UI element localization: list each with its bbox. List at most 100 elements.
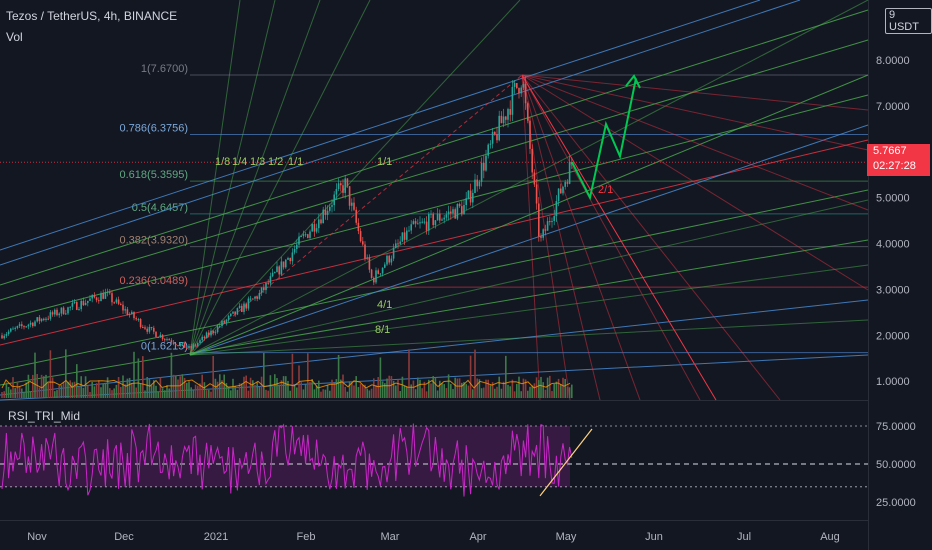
gann-fan-line-red [521, 74, 781, 401]
volume-bar [263, 352, 265, 398]
candle-body [430, 213, 432, 215]
volume-bar [113, 388, 115, 398]
gann-fan-line [189, 0, 371, 356]
volume-bar [12, 377, 14, 398]
volume-bar [386, 378, 388, 398]
rsi-indicator-label[interactable]: RSI_TRI_Mid [6, 409, 83, 423]
candle-body [282, 261, 285, 268]
candle-body [309, 231, 311, 238]
candle-body [139, 319, 142, 327]
price-pane [0, 0, 868, 400]
candle-body [23, 326, 25, 328]
price-tick-label: 2.0000 [876, 330, 910, 342]
candle-body [403, 232, 406, 240]
candle-body [78, 309, 80, 311]
candle-body [188, 345, 190, 349]
candle-body [399, 241, 401, 244]
volume-bar [296, 387, 298, 398]
volume-bar [560, 384, 562, 398]
candle-body [181, 342, 184, 344]
volume-bar [221, 380, 223, 398]
current-price-tag: 5.7667 02:27:28 [867, 144, 930, 176]
gann-fan-line [189, 0, 276, 356]
volume-bar [258, 387, 261, 398]
pitchfork-line [189, 74, 869, 356]
volume-bar [397, 379, 399, 398]
gann-fan-line-red [521, 74, 869, 111]
candle-body [18, 324, 21, 327]
candle-body [417, 223, 419, 225]
volume-bar [474, 349, 476, 398]
volume-bar [309, 381, 311, 398]
candle-body [320, 219, 322, 224]
candle-body [381, 267, 384, 274]
candle-body [502, 116, 505, 124]
volume-bar [304, 384, 307, 398]
volume-bar [441, 383, 443, 398]
candle-body [111, 293, 113, 303]
volume-bar [280, 380, 283, 398]
candle-body [89, 298, 91, 301]
candle-body [60, 307, 63, 314]
candle-body [392, 247, 395, 259]
volume-bar [505, 355, 507, 398]
candle-body [100, 293, 102, 302]
volume-bar [49, 350, 52, 398]
currency-badge[interactable]: 9 USDT [885, 8, 932, 34]
candle-body [280, 261, 283, 275]
volume-bar [524, 379, 527, 398]
volume-bar [153, 380, 155, 398]
volume-bar [353, 385, 355, 398]
time-tick-label: Jul [737, 531, 751, 543]
volume-ma-line [1, 379, 571, 389]
candle-body [494, 131, 496, 135]
candle-body [518, 87, 520, 94]
volume-bar [139, 383, 142, 398]
candle-body [496, 134, 498, 141]
candle-body [179, 343, 181, 346]
volume-bar [483, 387, 485, 398]
candle-body [254, 296, 256, 299]
candle-body [245, 303, 247, 309]
candle-body [472, 193, 474, 203]
candle-body [568, 162, 571, 184]
candle-body [73, 301, 76, 304]
volume-bar [150, 385, 153, 398]
candle-body [256, 296, 258, 299]
volume-bar [225, 383, 228, 398]
candle-body [12, 328, 14, 330]
volume-bar [540, 376, 542, 398]
fib-level-label: 1(7.6700) [141, 63, 188, 75]
volume-bar [533, 383, 536, 398]
volume-bar [23, 391, 25, 398]
candle-body [412, 221, 415, 225]
candle-body [210, 330, 212, 336]
volume-bar [32, 374, 34, 398]
volume-bar [29, 391, 32, 398]
candle-body [443, 217, 445, 220]
volume-bar [516, 383, 518, 398]
candle-body [172, 342, 175, 344]
candle-body [359, 231, 362, 242]
candle-body [29, 322, 32, 325]
volume-bar [531, 385, 533, 398]
candle-body [564, 182, 566, 187]
candle-body [445, 214, 448, 218]
candle-body [7, 331, 10, 335]
candle-body [166, 339, 168, 341]
volume-bar [467, 385, 470, 398]
volume-bar [161, 388, 164, 398]
candle-body [461, 206, 463, 215]
price-tick-label: 4.0000 [876, 239, 910, 251]
volume-bar [172, 374, 175, 398]
volume-bar [144, 390, 146, 398]
fib-level-label: 0.786(6.3756) [120, 122, 189, 134]
candle-body [342, 185, 344, 193]
volume-bar [388, 375, 390, 398]
volume-bar [571, 384, 573, 398]
volume-bar [155, 385, 157, 398]
price-axis-top-tick: 9 [889, 9, 896, 21]
volume-bar [436, 390, 439, 398]
candle-body [542, 229, 544, 238]
